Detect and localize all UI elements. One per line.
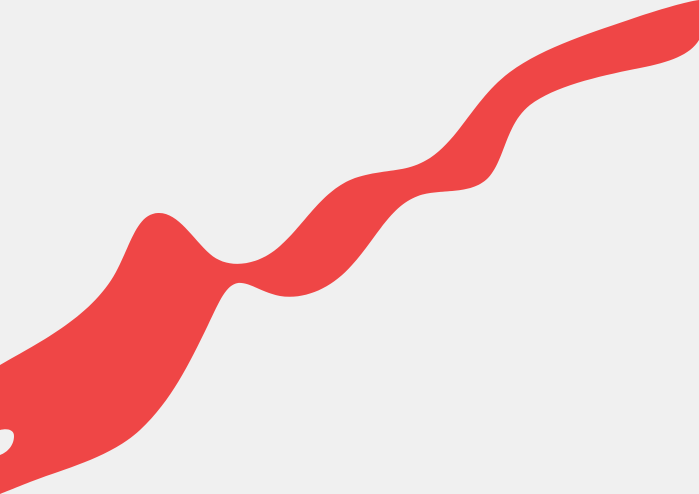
page bbox=[0, 0, 699, 494]
illustration bbox=[0, 0, 699, 494]
